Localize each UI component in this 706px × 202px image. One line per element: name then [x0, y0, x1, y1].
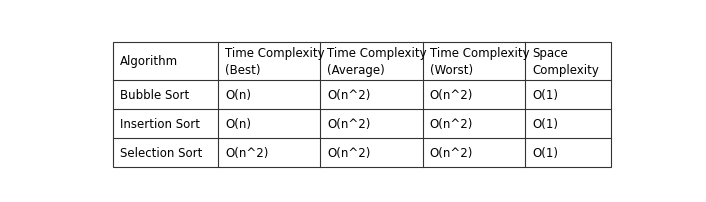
- Text: Insertion Sort: Insertion Sort: [120, 117, 200, 130]
- Text: O(n^2): O(n^2): [430, 88, 473, 101]
- Text: Algorithm: Algorithm: [120, 55, 178, 68]
- Text: O(n^2): O(n^2): [328, 117, 371, 130]
- Text: Space
Complexity: Space Complexity: [532, 47, 599, 76]
- Text: Time Complexity
(Average): Time Complexity (Average): [328, 47, 427, 76]
- Text: Time Complexity
(Worst): Time Complexity (Worst): [430, 47, 530, 76]
- Text: O(1): O(1): [532, 146, 558, 159]
- Text: Selection Sort: Selection Sort: [120, 146, 203, 159]
- Text: O(1): O(1): [532, 117, 558, 130]
- Text: O(n^2): O(n^2): [430, 146, 473, 159]
- Text: O(n): O(n): [225, 117, 251, 130]
- Text: Bubble Sort: Bubble Sort: [120, 88, 189, 101]
- Text: O(n^2): O(n^2): [328, 146, 371, 159]
- Bar: [113, 43, 611, 167]
- Text: Time Complexity
(Best): Time Complexity (Best): [225, 47, 325, 76]
- Text: O(n): O(n): [225, 88, 251, 101]
- Text: O(n^2): O(n^2): [225, 146, 268, 159]
- Text: O(n^2): O(n^2): [328, 88, 371, 101]
- Text: O(n^2): O(n^2): [430, 117, 473, 130]
- Text: O(1): O(1): [532, 88, 558, 101]
